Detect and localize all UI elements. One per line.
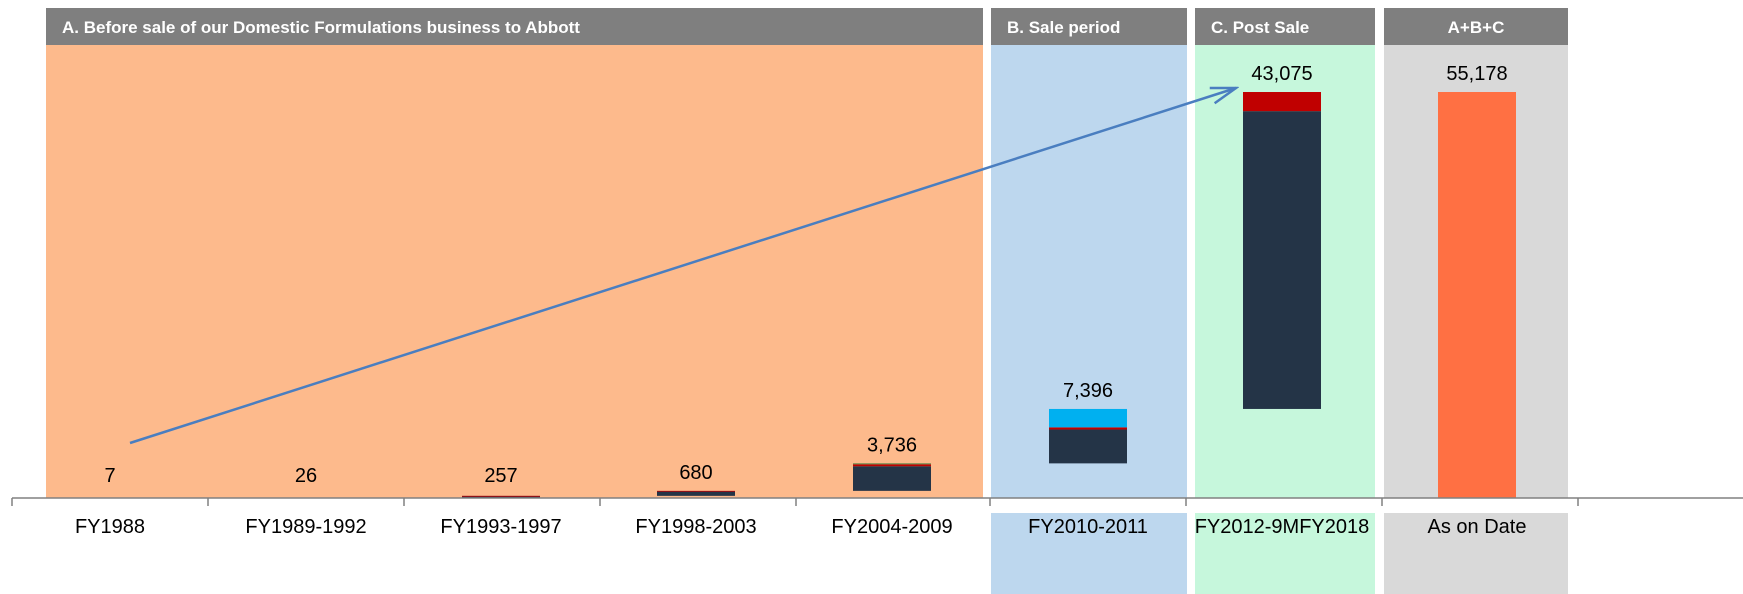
category-label-0: FY1988	[75, 516, 145, 538]
bar-segment-2-0	[462, 495, 540, 498]
section-headers: A. Before sale of our Domestic Formulati…	[46, 8, 1568, 45]
category-strip-6	[1195, 513, 1375, 594]
category-strip-7	[1384, 513, 1568, 594]
bar-segment-4-0	[853, 466, 931, 491]
bar-segment-7-0	[1438, 92, 1516, 498]
section-background-0	[46, 45, 983, 498]
growth-arrow	[129, 88, 1236, 445]
section-backgrounds	[46, 45, 1568, 498]
bar-segment-3-1	[657, 490, 735, 492]
category-strip-5	[991, 513, 1187, 594]
bar-segment-4-1	[853, 464, 931, 467]
value-label-4: 3,736	[867, 434, 917, 456]
value-label-5: 7,396	[1063, 380, 1113, 402]
bars	[462, 92, 1516, 498]
value-label-6: 43,075	[1251, 63, 1312, 85]
section-header-bar-3	[1384, 8, 1568, 45]
category-label-7: As on Date	[1428, 516, 1527, 538]
bar-segment-6-1	[1243, 92, 1321, 112]
section-header-bar-2	[1195, 8, 1375, 45]
bar-segment-5-0	[1049, 429, 1127, 464]
value-label-1: 26	[295, 465, 317, 487]
growth-arrow-line	[129, 88, 1236, 445]
category-label-4: FY2004-2009	[831, 516, 952, 538]
bar-segment-4-2	[853, 463, 931, 465]
category-label-2: FY1993-1997	[440, 516, 561, 538]
category-label-3: FY1998-2003	[635, 516, 756, 538]
value-label-2: 257	[484, 465, 517, 487]
value-label-0: 7	[104, 465, 115, 487]
category-label-6: FY2012-9MFY2018	[1195, 516, 1370, 538]
section-header-label-3: A+B+C	[1448, 18, 1505, 37]
bar-segment-6-0	[1243, 111, 1321, 409]
section-header-label-2: C. Post Sale	[1211, 18, 1309, 37]
category-label-1: FY1989-1992	[245, 516, 366, 538]
bar-segment-2-1	[462, 495, 540, 497]
section-header-label-1: B. Sale period	[1007, 18, 1120, 37]
x-axis	[11, 497, 1743, 506]
value-label-3: 680	[679, 462, 712, 484]
section-header-bar-1	[991, 8, 1187, 45]
bar-segment-5-2	[1049, 408, 1127, 428]
bar-segment-5-1	[1049, 427, 1127, 430]
value-labels: 7 26 257 680 3,736 7,396 43,075 55,178	[104, 63, 1507, 487]
bar-segment-3-0	[657, 491, 735, 496]
section-header-label-0: A. Before sale of our Domestic Formulati…	[62, 18, 580, 37]
category-labels: FY1988 FY1989-1992 FY1993-1997 FY1998-2003 F…	[75, 513, 1568, 594]
section-header-bar-0	[46, 8, 983, 45]
value-label-7: 55,178	[1446, 63, 1507, 85]
category-label-5: FY2010-2011	[1028, 516, 1148, 538]
